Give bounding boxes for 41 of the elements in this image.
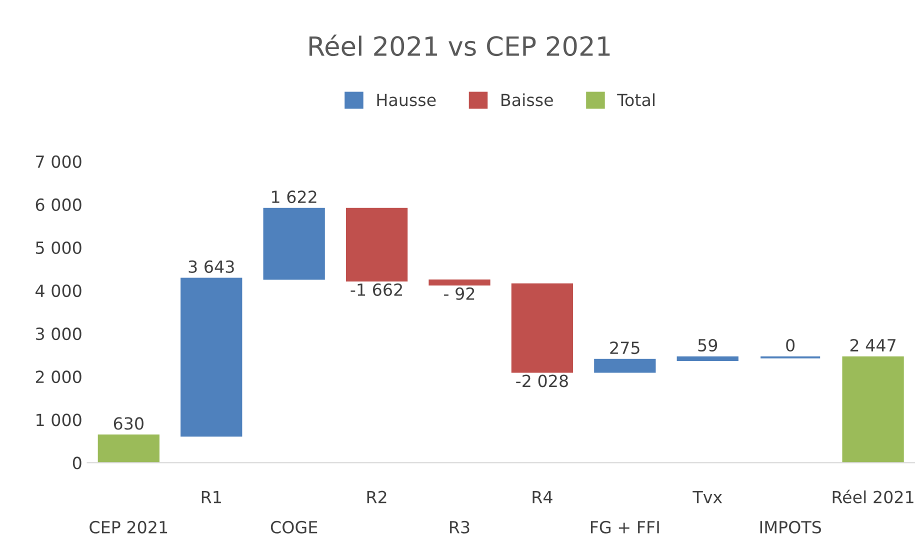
x-tick-label: CEP 2021 [90, 520, 168, 534]
data-label: 3 643 [188, 260, 234, 273]
y-tick-label: 6 000 [36, 198, 82, 212]
y-tick-label: 7 000 [36, 155, 82, 168]
x-tick-label: R1 [202, 490, 221, 504]
x-tick-label: R4 [532, 490, 552, 504]
bar [263, 208, 325, 280]
bar [842, 356, 904, 463]
x-tick-label: IMPOTS [760, 520, 822, 534]
bar [594, 358, 656, 373]
bar [676, 356, 738, 361]
bar [180, 278, 242, 437]
data-label: 2 447 [850, 338, 896, 352]
data-label: 630 [114, 417, 144, 430]
data-label: 1 622 [272, 190, 316, 204]
bar [98, 434, 160, 463]
bar [511, 283, 574, 373]
y-tick-label: 4 000 [36, 284, 82, 298]
legend-label: Total [617, 93, 654, 106]
data-label: - 92 [444, 287, 474, 300]
data-label: 59 [698, 338, 718, 352]
x-tick-label: Tvx [692, 490, 722, 504]
y-tick-label: 5 000 [36, 241, 82, 254]
x-tick-label: COGE [270, 520, 318, 534]
y-tick-label: 0 [72, 456, 82, 470]
chart-title: Réel 2021 vs CEP 2021 [309, 34, 610, 56]
x-tick-label: R2 [367, 490, 386, 504]
data-label: 275 [610, 341, 640, 354]
y-tick-label: 2 000 [36, 370, 82, 384]
x-tick-label: Réel 2021 [832, 490, 914, 504]
y-tick-label: 3 000 [36, 328, 82, 340]
data-label: 0 [786, 338, 795, 352]
x-tick-label: R3 [450, 520, 470, 534]
data-label: -1 662 [350, 283, 402, 296]
bar [346, 208, 408, 282]
y-tick-label: 1 000 [36, 414, 82, 426]
legend-label: Baisse [502, 93, 553, 106]
data-label: -2 028 [516, 374, 568, 388]
x-tick-label: FG + FFI [590, 520, 659, 534]
bar [428, 279, 490, 286]
legend-label: Hausse [377, 94, 436, 106]
